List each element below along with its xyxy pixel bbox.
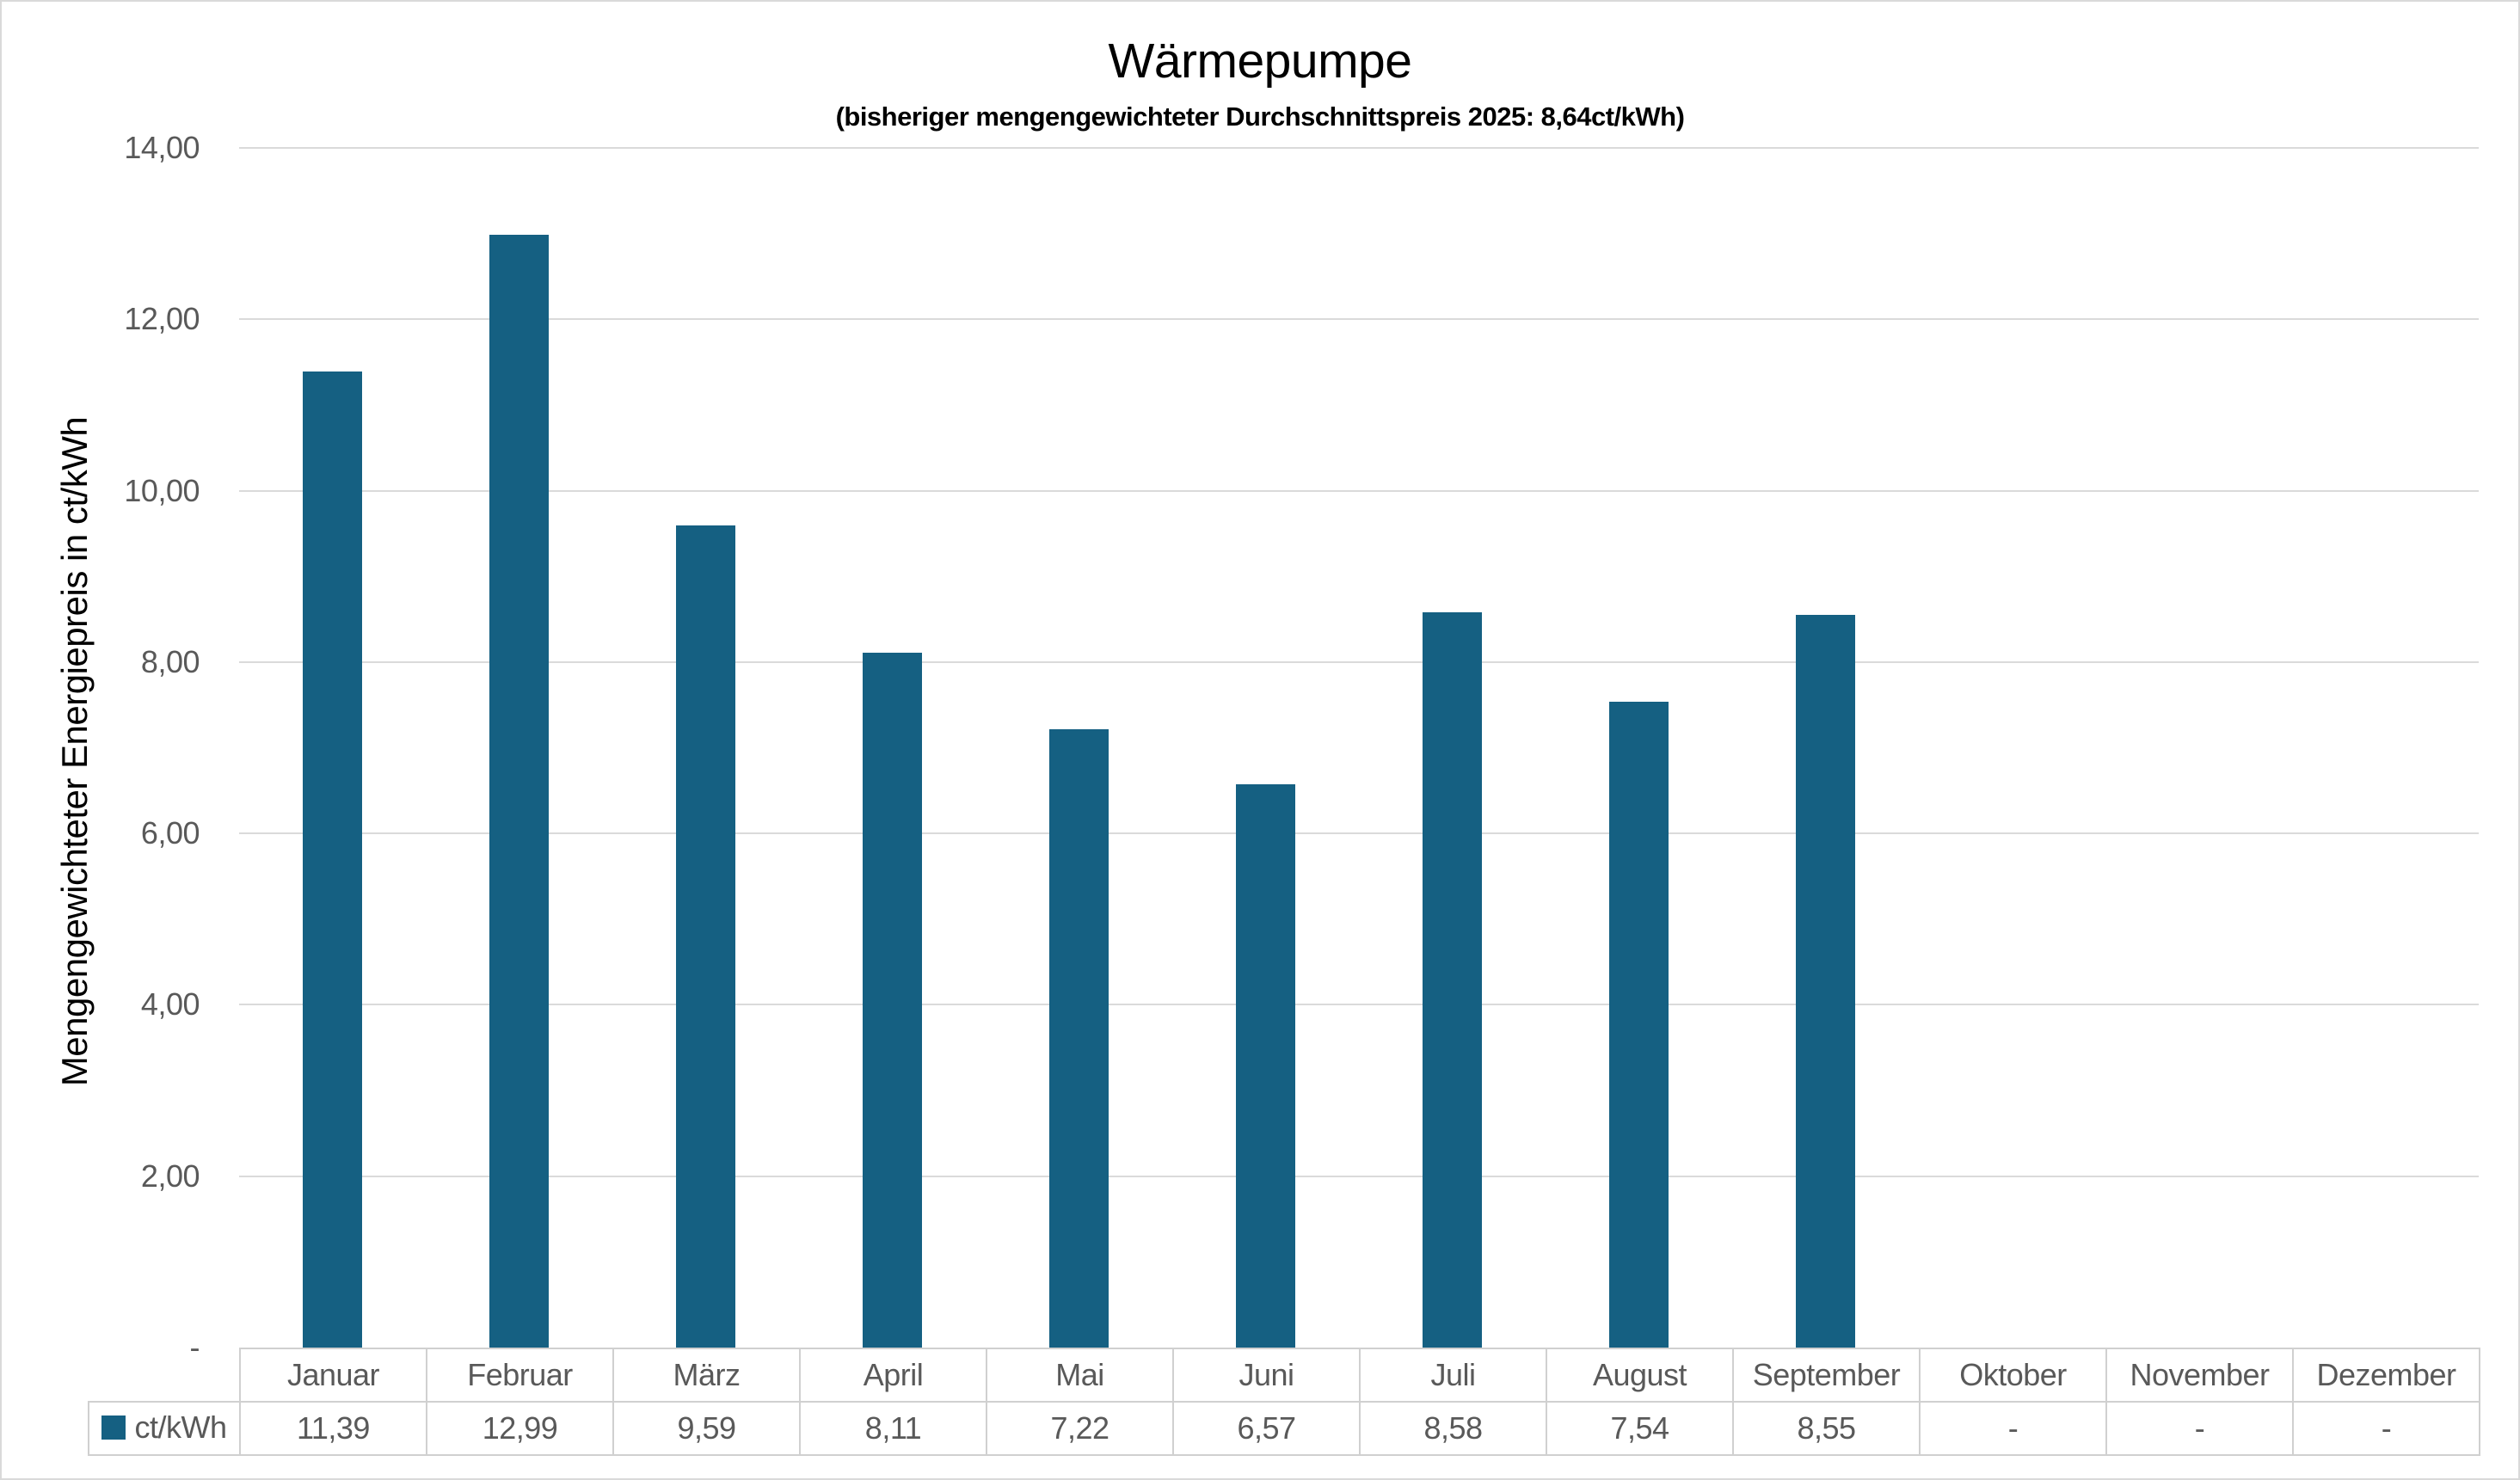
bar-juni xyxy=(1236,784,1295,1348)
month-header: August xyxy=(1546,1348,1734,1403)
month-header: März xyxy=(612,1348,801,1403)
y-tick-label: 12,00 xyxy=(124,301,200,337)
table-corner-cell xyxy=(89,1348,240,1402)
month-header: Januar xyxy=(239,1348,427,1403)
value-cell: 8,55 xyxy=(1732,1401,1921,1456)
table-header-row: Januar Februar März April Mai Juni Juli … xyxy=(89,1348,2480,1403)
month-header: Dezember xyxy=(2292,1348,2480,1403)
month-header: Juni xyxy=(1172,1348,1361,1403)
bar-märz xyxy=(676,525,735,1348)
gridline xyxy=(239,489,2479,492)
month-header: April xyxy=(799,1348,987,1403)
y-axis-tick-labels: 14,00 12,00 10,00 8,00 6,00 4,00 2,00 - xyxy=(2,2,200,1478)
gridline xyxy=(239,660,2479,663)
table-value-row: ct/kWh 11,39 12,99 9,59 8,11 7,22 6,57 8… xyxy=(88,1401,2480,1456)
value-cell: 6,57 xyxy=(1172,1401,1361,1456)
value-cell: - xyxy=(2105,1401,2294,1456)
value-cell: 11,39 xyxy=(239,1401,427,1456)
gridline xyxy=(239,147,2479,149)
chart-title: Wärmepumpe xyxy=(1108,34,1412,89)
gridline xyxy=(239,318,2479,321)
bar-februar xyxy=(489,234,549,1348)
y-tick-label: 14,00 xyxy=(124,130,200,165)
value-cell: 12,99 xyxy=(426,1401,614,1456)
y-tick-label: 10,00 xyxy=(124,472,200,508)
legend-series-color-swatch-icon xyxy=(101,1416,126,1440)
value-cell: 7,22 xyxy=(986,1401,1174,1456)
legend-label: ct/kWh xyxy=(134,1409,227,1445)
bar-september xyxy=(1796,615,1855,1348)
value-cell: 8,58 xyxy=(1359,1401,1547,1456)
y-tick-label: 2,00 xyxy=(140,1158,200,1194)
bar-januar xyxy=(302,372,362,1348)
y-tick-label: 6,00 xyxy=(140,815,200,851)
value-cell: 9,59 xyxy=(612,1401,801,1456)
legend-cell: ct/kWh xyxy=(88,1401,241,1456)
value-cell: 8,11 xyxy=(799,1401,987,1456)
gridline xyxy=(239,1004,2479,1006)
value-cell: - xyxy=(2292,1401,2480,1456)
gridline xyxy=(239,1175,2479,1177)
plot-area xyxy=(239,147,2479,1348)
data-table: Januar Februar März April Mai Juni Juli … xyxy=(88,1348,2480,1456)
month-header: Februar xyxy=(426,1348,614,1403)
bar-juli xyxy=(1423,612,1482,1348)
value-cell: 7,54 xyxy=(1546,1401,1734,1456)
y-tick-label: 4,00 xyxy=(140,986,200,1022)
value-cell: - xyxy=(1919,1401,2107,1456)
bar-august xyxy=(1609,701,1669,1348)
y-tick-label: 8,00 xyxy=(140,643,200,679)
y-tick-label: - xyxy=(189,1330,200,1365)
bar-mai xyxy=(1049,728,1109,1348)
month-header: Mai xyxy=(986,1348,1174,1403)
chart-subtitle: (bisheriger mengengewichteter Durchschni… xyxy=(835,101,1685,132)
month-header: Juli xyxy=(1359,1348,1547,1403)
bar-april xyxy=(863,652,922,1348)
gridline xyxy=(239,832,2479,835)
month-header: November xyxy=(2105,1348,2294,1403)
month-header: September xyxy=(1732,1348,1921,1403)
month-header: Oktober xyxy=(1919,1348,2107,1403)
